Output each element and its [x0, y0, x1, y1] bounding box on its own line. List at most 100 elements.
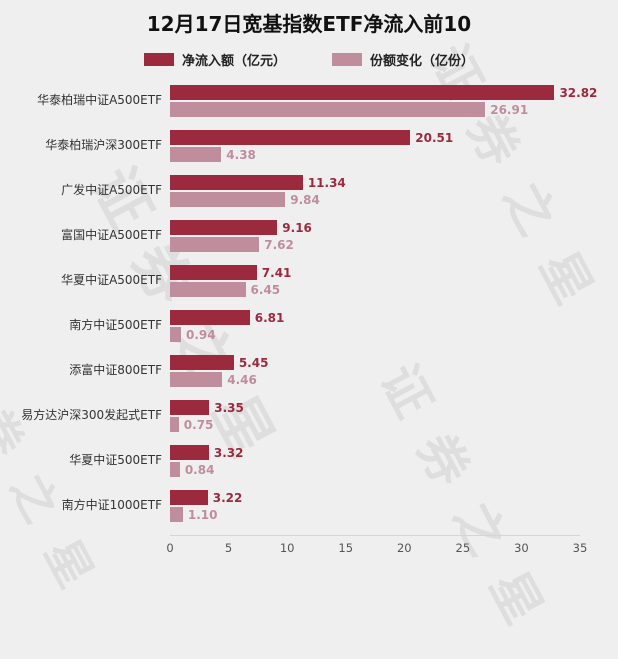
- legend-item: 净流入额（亿元）: [143, 50, 286, 69]
- chart-row: 华夏中证A500ETF 7.41 6.45: [0, 265, 618, 297]
- bar-line: 3.22: [170, 490, 580, 505]
- bar-group: 20.51 4.38: [170, 130, 580, 162]
- chart-page: 12月17日宽基指数ETF净流入前10 净流入额（亿元） 份额变化（亿份） 华泰柏…: [0, 12, 618, 558]
- bar-line: 9.84: [170, 192, 580, 207]
- bar-group: 3.35 0.75: [170, 400, 580, 432]
- chart-row: 富国中证A500ETF 9.16 7.62: [0, 220, 618, 252]
- net-inflow-value: 5.45: [238, 355, 269, 370]
- bar-line: 0.75: [170, 417, 580, 432]
- bar-line: 26.91: [170, 102, 580, 117]
- x-axis: 0 5 10 15 20 25 30 35: [166, 535, 587, 558]
- bar-line: 6.81: [170, 310, 580, 325]
- category-label: 富国中证A500ETF: [61, 228, 162, 243]
- legend-label: 净流入额（亿元）: [181, 54, 286, 69]
- bar-line: 5.45: [170, 355, 580, 370]
- net-inflow-value: 32.82: [559, 85, 598, 100]
- share-change-value: 9.84: [290, 192, 320, 207]
- chart-title: 12月17日宽基指数ETF净流入前10: [146, 12, 472, 36]
- category-label: 华泰柏瑞沪深300ETF: [45, 138, 162, 153]
- share-change-bar: [170, 462, 180, 477]
- category-label: 南方中证500ETF: [69, 318, 162, 333]
- bar-group: 3.32 0.84: [170, 445, 580, 477]
- net-inflow-bar: [170, 175, 303, 190]
- share-change-bar: [170, 417, 179, 432]
- legend-item: 份额变化（亿份）: [332, 50, 474, 69]
- bar-line: 1.10: [170, 507, 580, 522]
- chart-row: 南方中证500ETF 6.81 0.94: [0, 310, 618, 342]
- net-inflow-value: 6.81: [254, 310, 285, 325]
- share-change-value: 7.62: [264, 237, 294, 252]
- chart-row: 添富中证800ETF 5.45 4.46: [0, 355, 618, 387]
- share-change-value: 26.91: [490, 102, 529, 117]
- x-axis-tick: 10: [279, 541, 295, 555]
- share-change-bar: [170, 282, 246, 297]
- bar-line: 3.32: [170, 445, 580, 460]
- net-inflow-bar: [170, 85, 555, 100]
- legend-swatch-share-change: [332, 53, 362, 66]
- bar-line: 9.16: [170, 220, 580, 235]
- share-change-bar: [170, 147, 222, 162]
- bar-line: 7.41: [170, 265, 580, 280]
- legend-label: 份额变化（亿份）: [370, 54, 475, 69]
- net-inflow-bar: [170, 265, 257, 280]
- chart-row: 南方中证1000ETF 3.22 1.10: [0, 490, 618, 522]
- category-label: 南方中证1000ETF: [61, 498, 162, 513]
- share-change-value: 0.84: [184, 462, 215, 477]
- x-axis-tick: 0: [166, 541, 174, 555]
- share-change-bar: [170, 192, 286, 207]
- share-change-bar: [170, 507, 183, 522]
- chart-row: 易方达沪深300发起式ETF 3.35 0.75: [0, 400, 618, 432]
- bar-line: 4.38: [170, 147, 580, 162]
- bar-line: 3.35: [170, 400, 580, 415]
- bar-group: 11.34 9.84: [170, 175, 580, 207]
- chart-rows: 华泰柏瑞中证A500ETF 32.82 26.91 华泰柏瑞沪深300ETF 20.51…: [0, 85, 618, 522]
- chart-row: 华夏中证500ETF 3.32 0.84: [0, 445, 618, 477]
- net-inflow-value: 11.34: [307, 175, 346, 190]
- x-axis-tick: 30: [514, 541, 529, 555]
- net-inflow-bar: [170, 355, 234, 370]
- x-axis-tick: 25: [455, 541, 471, 555]
- share-change-bar: [170, 237, 260, 252]
- bar-line: 20.51: [170, 130, 580, 145]
- bar-line: 32.82: [170, 85, 597, 100]
- share-change-value: 4.38: [226, 147, 256, 162]
- x-axis-tick: 20: [396, 541, 412, 555]
- share-change-bar: [170, 102, 486, 117]
- chart-row: 华泰柏瑞中证A500ETF 32.82 26.91: [0, 85, 618, 117]
- net-inflow-bar: [170, 400, 210, 415]
- chart-row: 广发中证A500ETF 11.34 9.84: [0, 175, 618, 207]
- chart-row: 华泰柏瑞沪深300ETF 20.51 4.38: [0, 130, 618, 162]
- net-inflow-bar: [170, 445, 209, 460]
- bar-group: 3.22 1.10: [170, 490, 580, 522]
- bar-line: 11.34: [170, 175, 580, 190]
- net-inflow-bar: [170, 220, 278, 235]
- category-label: 华夏中证500ETF: [69, 453, 162, 468]
- bar-line: 6.45: [170, 282, 580, 297]
- share-change-value: 4.46: [227, 372, 257, 387]
- x-axis-tick: 15: [338, 541, 354, 555]
- bar-group: 7.41 6.45: [170, 265, 580, 297]
- share-change-value: 1.10: [187, 507, 218, 522]
- x-axis-tick: 5: [224, 541, 233, 555]
- bar-group: 32.82 26.91: [170, 85, 597, 117]
- net-inflow-value: 3.32: [213, 445, 244, 460]
- net-inflow-bar: [170, 130, 411, 145]
- category-label: 添富中证800ETF: [69, 363, 162, 378]
- bar-group: 5.45 4.46: [170, 355, 580, 387]
- share-change-bar: [170, 327, 181, 342]
- legend-swatch-net-inflow: [143, 53, 174, 66]
- share-change-value: 0.94: [186, 327, 216, 342]
- category-label: 华泰柏瑞中证A500ETF: [37, 93, 162, 108]
- bar-group: 6.81 0.94: [170, 310, 580, 342]
- category-label: 易方达沪深300发起式ETF: [21, 408, 162, 423]
- bar-line: 7.62: [170, 237, 580, 252]
- category-label: 广发中证A500ETF: [61, 183, 162, 198]
- net-inflow-bar: [170, 310, 250, 325]
- bar-line: 0.84: [170, 462, 580, 477]
- net-inflow-bar: [170, 490, 208, 505]
- net-inflow-value: 7.41: [261, 265, 292, 280]
- net-inflow-value: 9.16: [282, 220, 312, 235]
- share-change-value: 6.45: [250, 282, 281, 297]
- bar-line: 0.94: [170, 327, 580, 342]
- category-label: 华夏中证A500ETF: [61, 273, 162, 288]
